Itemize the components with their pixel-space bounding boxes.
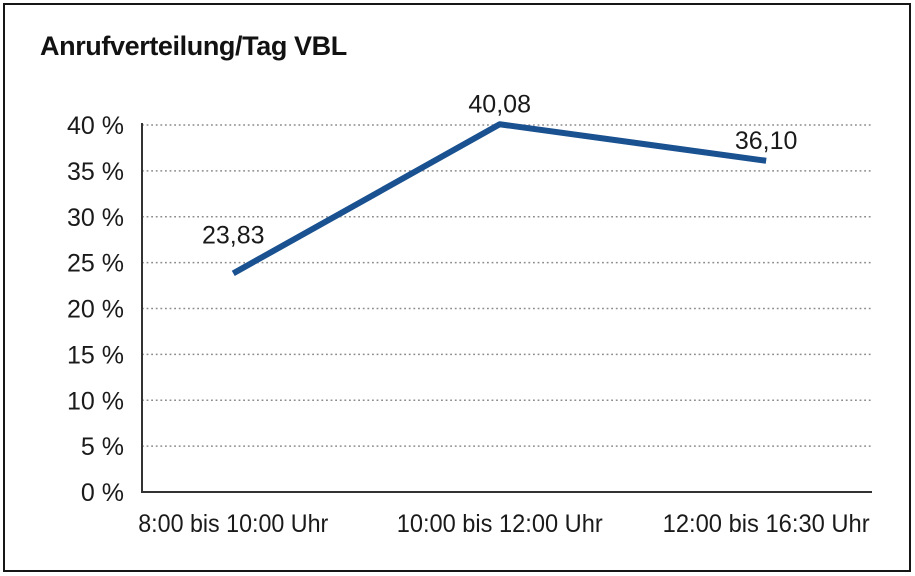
- data-line: [231, 121, 767, 276]
- chart-title: Anrufverteilung/Tag VBL: [40, 31, 347, 61]
- y-tick-label: 0 %: [81, 479, 124, 507]
- data-label: 23,83: [202, 221, 265, 249]
- y-tick-label: 20 %: [67, 296, 124, 324]
- data-label: 40,08: [468, 90, 531, 118]
- x-tick-label: 8:00 bis 10:00 Uhr: [138, 510, 328, 538]
- y-tick-label: 5 %: [81, 433, 124, 461]
- data-label: 36,10: [735, 127, 798, 155]
- y-tick-label: 15 %: [67, 341, 124, 369]
- y-tick-label: 40 %: [67, 112, 124, 140]
- y-tick-label: 25 %: [67, 250, 124, 278]
- y-tick-label: 35 %: [67, 158, 124, 186]
- y-tick-label: 30 %: [67, 204, 124, 232]
- y-tick-label: 10 %: [67, 387, 124, 415]
- x-tick-label: 10:00 bis 12:00 Uhr: [397, 510, 603, 538]
- x-tick-label: 12:00 bis 16:30 Uhr: [663, 510, 870, 538]
